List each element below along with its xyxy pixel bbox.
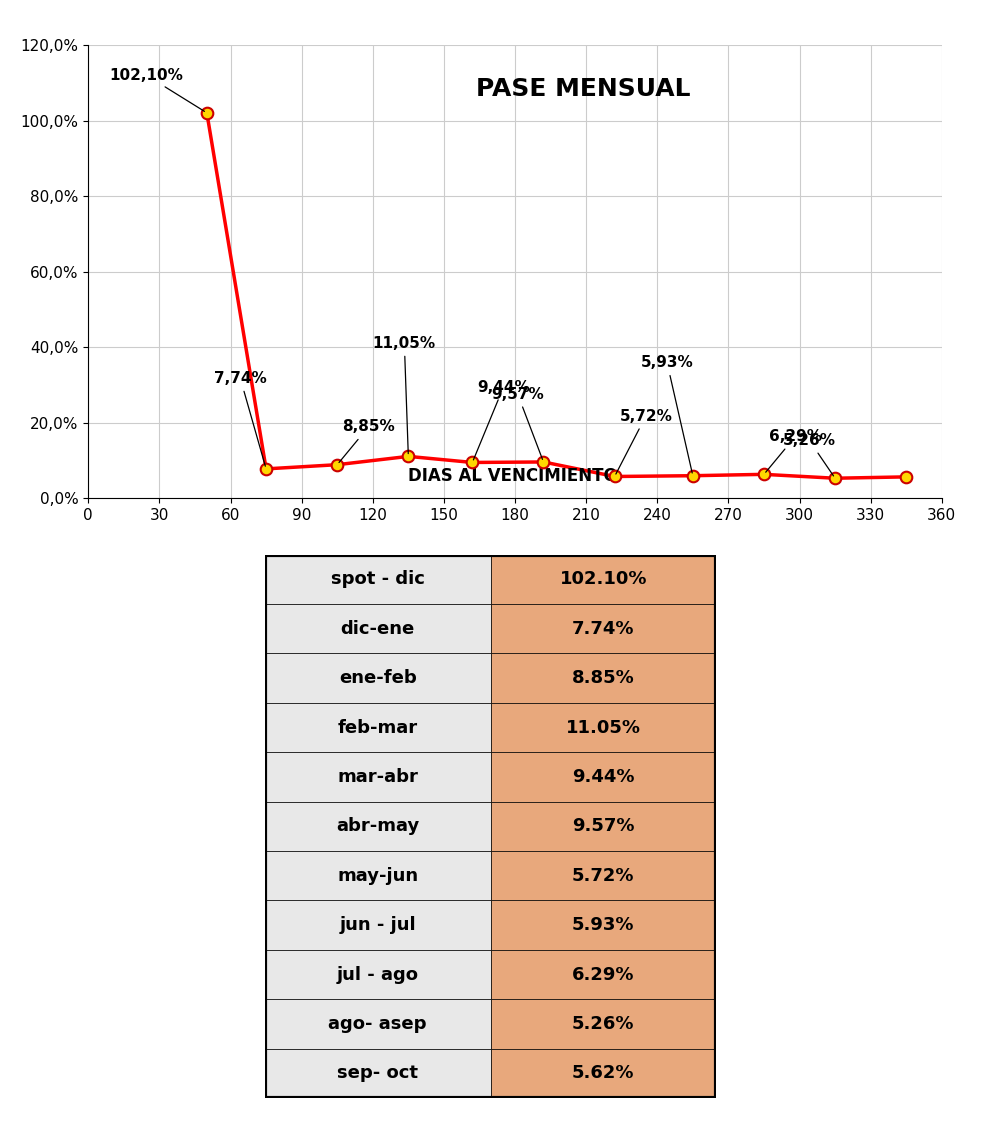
Text: 9.57%: 9.57%: [572, 817, 635, 835]
Bar: [490, 604, 716, 653]
Text: 8,85%: 8,85%: [339, 420, 394, 463]
Text: feb-mar: feb-mar: [337, 719, 418, 737]
Text: 9,57%: 9,57%: [491, 387, 544, 460]
Bar: [490, 703, 716, 753]
Bar: [490, 851, 716, 900]
Bar: [490, 1048, 716, 1098]
Bar: [265, 950, 490, 1000]
Text: dic-ene: dic-ene: [340, 620, 415, 637]
Text: 11.05%: 11.05%: [566, 719, 641, 737]
Text: mar-abr: mar-abr: [337, 767, 418, 786]
Bar: [490, 753, 716, 801]
Text: ago- asep: ago- asep: [329, 1015, 427, 1032]
Text: 5.93%: 5.93%: [572, 916, 635, 934]
Text: may-jun: may-jun: [337, 867, 418, 885]
Bar: [265, 653, 490, 703]
Point: [685, 466, 700, 484]
Bar: [265, 851, 490, 900]
Text: 5,26%: 5,26%: [783, 434, 836, 475]
Text: 11,05%: 11,05%: [373, 336, 436, 454]
Point: [606, 468, 623, 486]
Bar: [490, 950, 716, 1000]
Point: [536, 453, 551, 471]
Text: 7,74%: 7,74%: [214, 371, 267, 466]
Text: 6.29%: 6.29%: [572, 966, 635, 984]
Text: spot - dic: spot - dic: [331, 571, 425, 589]
Bar: [490, 555, 716, 604]
Bar: [490, 801, 716, 851]
Point: [465, 454, 481, 472]
Bar: [265, 1000, 490, 1048]
Point: [756, 465, 772, 483]
Text: 5.72%: 5.72%: [572, 867, 635, 885]
Text: 9,44%: 9,44%: [474, 379, 530, 460]
Text: 8.85%: 8.85%: [572, 669, 635, 687]
Text: 5.26%: 5.26%: [572, 1015, 635, 1032]
Point: [199, 104, 215, 122]
Bar: [265, 753, 490, 801]
Text: ene-feb: ene-feb: [338, 669, 417, 687]
Point: [400, 447, 416, 465]
Bar: [490, 900, 716, 950]
Point: [258, 460, 274, 478]
Bar: [490, 653, 716, 703]
Text: 5,93%: 5,93%: [641, 355, 694, 473]
Bar: [265, 703, 490, 753]
Bar: [265, 604, 490, 653]
Text: 6,29%: 6,29%: [766, 429, 822, 472]
Bar: [265, 900, 490, 950]
Text: PASE MENSUAL: PASE MENSUAL: [476, 77, 691, 101]
Text: 102,10%: 102,10%: [109, 68, 204, 111]
Point: [827, 469, 843, 487]
Text: sep- oct: sep- oct: [337, 1064, 418, 1082]
Text: 5.62%: 5.62%: [572, 1064, 635, 1082]
Text: 7.74%: 7.74%: [572, 620, 635, 637]
Text: DIAS AL VENCIMIENTO: DIAS AL VENCIMIENTO: [408, 466, 618, 484]
Text: 5,72%: 5,72%: [616, 409, 672, 474]
Bar: [265, 1048, 490, 1098]
Bar: [265, 801, 490, 851]
Text: jun - jul: jun - jul: [339, 916, 416, 934]
Bar: [265, 555, 490, 604]
Text: 9.44%: 9.44%: [572, 767, 635, 786]
Text: abr-may: abr-may: [336, 817, 419, 835]
Point: [899, 468, 914, 486]
Text: jul - ago: jul - ago: [336, 966, 419, 984]
Text: 102.10%: 102.10%: [559, 571, 647, 589]
Bar: [490, 1000, 716, 1048]
Point: [330, 455, 345, 473]
